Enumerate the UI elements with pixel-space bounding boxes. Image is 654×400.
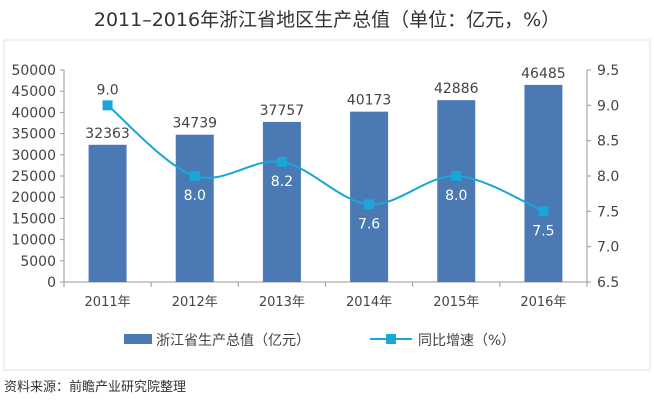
bar-label: 37757: [260, 103, 305, 119]
right-tick-label: 6.5: [597, 275, 619, 291]
x-tick-label: 2014年: [346, 295, 392, 310]
right-tick-label: 7.0: [597, 240, 619, 256]
source-note: 资料来源：前瞻产业研究院整理: [4, 379, 186, 395]
x-tick-label: 2013年: [259, 295, 305, 310]
line-label: 9.0: [96, 82, 118, 98]
right-tick-label: 8.0: [597, 169, 619, 185]
bar: [262, 121, 301, 283]
bar-label: 32363: [85, 126, 130, 142]
bar-label: 42886: [434, 81, 479, 97]
bar-label: 34739: [172, 116, 217, 132]
line-label: 8.0: [445, 188, 467, 204]
bar: [437, 100, 476, 282]
left-tick-label: 15000: [11, 211, 56, 227]
chart-frame: [3, 39, 651, 371]
line-label: 8.2: [271, 174, 293, 190]
bar: [175, 134, 214, 282]
legend-line-label: 同比增速（%）: [418, 333, 515, 349]
line-marker: [276, 156, 287, 167]
line-marker: [364, 199, 375, 210]
x-tick-label: 2015年: [433, 295, 479, 310]
line-marker: [538, 206, 549, 217]
left-tick-label: 10000: [11, 233, 56, 249]
legend-bar-swatch: [124, 334, 152, 344]
x-tick-label: 2011年: [85, 295, 131, 310]
left-tick-label: 25000: [11, 169, 56, 185]
line-label: 7.5: [532, 223, 554, 239]
bar-label: 46485: [521, 66, 566, 82]
left-tick-label: 45000: [11, 84, 56, 100]
left-tick-label: 35000: [11, 127, 56, 143]
bar-label: 40173: [347, 93, 392, 109]
left-tick-label: 20000: [11, 190, 56, 206]
x-tick-label: 2012年: [172, 295, 218, 310]
bar: [350, 111, 389, 283]
line-label: 7.6: [358, 216, 380, 232]
legend-line-marker: [386, 334, 396, 344]
left-tick-label: 5000: [20, 254, 56, 270]
left-tick-label: 30000: [11, 148, 56, 164]
line-marker: [451, 171, 462, 181]
bar: [524, 84, 563, 283]
x-tick-label: 2016年: [520, 295, 566, 310]
legend-bar-label: 浙江省生产总值（亿元）: [156, 333, 310, 349]
line-marker: [189, 171, 200, 181]
right-tick-label: 8.5: [597, 134, 619, 150]
left-tick-label: 50000: [11, 63, 56, 79]
bar: [88, 144, 127, 282]
left-tick-label: 0: [47, 275, 56, 291]
line-label: 8.0: [184, 188, 206, 204]
line-marker: [102, 100, 113, 111]
left-tick-label: 40000: [11, 105, 56, 121]
right-tick-label: 9.0: [597, 98, 619, 114]
chart-title: 2011–2016年浙江省地区生产总值（单位：亿元，%）: [94, 9, 560, 31]
right-tick-label: 7.5: [597, 204, 619, 220]
right-tick-label: 9.5: [597, 63, 619, 79]
